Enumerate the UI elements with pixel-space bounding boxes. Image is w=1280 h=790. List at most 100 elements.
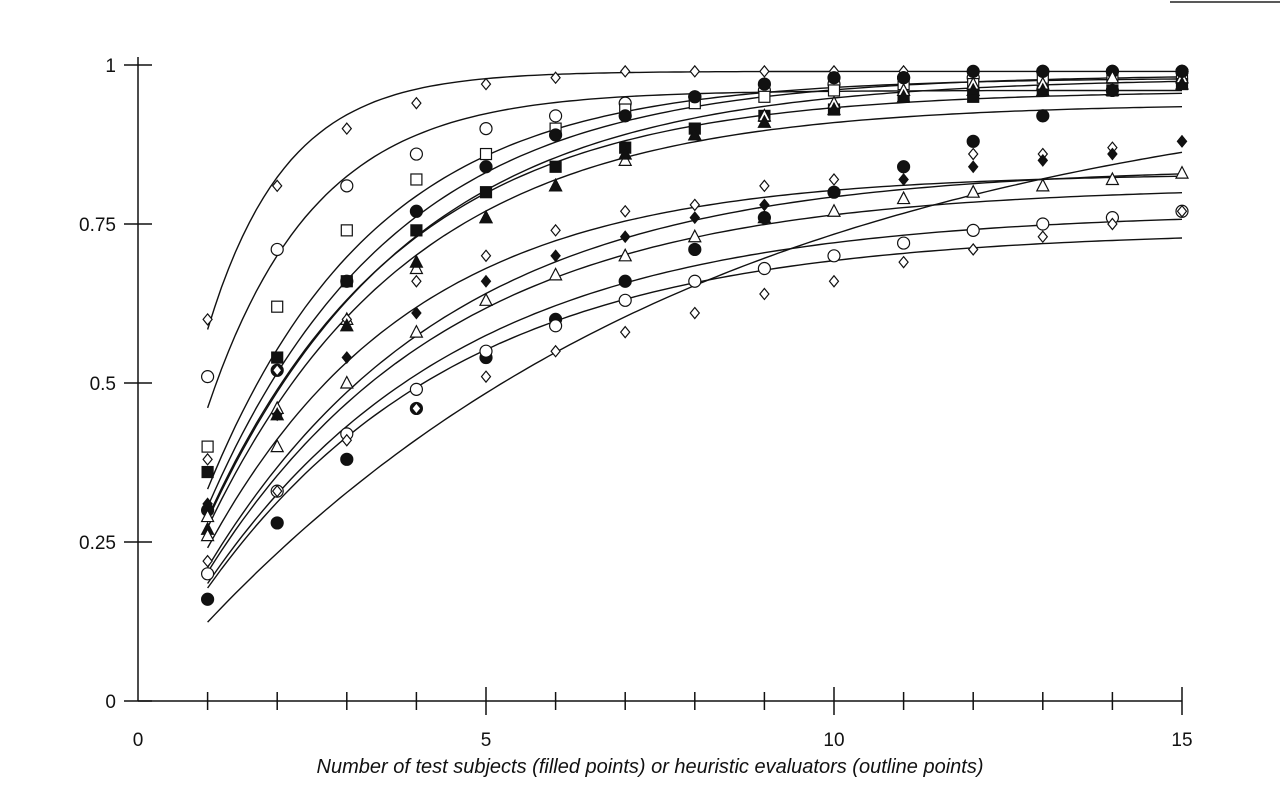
point-s13-1 [202, 554, 213, 568]
point-s5-8 [688, 90, 702, 104]
point-s11-15 [1175, 64, 1189, 78]
point-s5-6 [548, 128, 563, 142]
point-s13-11 [898, 255, 909, 269]
point-s7-7 [619, 204, 631, 218]
point-s8-3 [339, 317, 354, 332]
point-s11-9 [757, 211, 772, 225]
point-s8-12 [966, 82, 981, 97]
point-s10-5 [479, 292, 493, 306]
point-s5-13 [1036, 64, 1050, 78]
point-s13-9 [759, 287, 770, 301]
point-s12-13 [1036, 217, 1050, 231]
point-s8-11 [896, 89, 911, 103]
point-s5-3 [340, 274, 354, 288]
point-s2-4 [409, 147, 423, 161]
point-s5-11 [896, 71, 911, 85]
point-s1-3 [341, 122, 353, 136]
point-s8-9 [757, 114, 772, 128]
point-s1-1 [202, 312, 213, 326]
point-s1-4 [411, 96, 422, 110]
x-tick-label: 15 [1171, 730, 1192, 751]
point-s6-7 [618, 152, 633, 166]
point-s11-3 [340, 452, 354, 466]
point-s3-1 [201, 440, 214, 453]
point-s7-8 [689, 198, 701, 212]
point-s12-7 [618, 293, 632, 307]
point-s13-13 [1037, 230, 1049, 244]
fit-curve-6 [206, 80, 1183, 521]
point-s9-9 [759, 198, 770, 212]
point-s9-12 [967, 160, 979, 174]
point-s9-1 [202, 497, 213, 511]
point-s7-2 [271, 363, 283, 377]
y-tick-label: 0 [105, 692, 116, 713]
point-s9-13 [1037, 153, 1049, 167]
point-s10-3 [339, 375, 354, 389]
point-s11-8 [688, 242, 702, 257]
point-s11-13 [1036, 109, 1050, 123]
point-s11-11 [896, 160, 911, 174]
point-s10-2 [270, 438, 285, 453]
point-s10-6 [548, 267, 563, 281]
point-s7-1 [202, 452, 213, 466]
fit-curve-8 [206, 106, 1183, 528]
point-s13-5 [480, 370, 492, 384]
point-s11-12 [966, 134, 980, 148]
point-s12-12 [966, 223, 980, 237]
point-s4-2 [271, 351, 284, 364]
point-s1-2 [271, 179, 283, 193]
point-s13-10 [828, 274, 840, 288]
point-s10-13 [1035, 178, 1050, 192]
point-s10-12 [966, 184, 981, 198]
point-s1-8 [689, 64, 701, 78]
point-s3-5 [479, 147, 493, 161]
point-s13-8 [689, 306, 701, 320]
point-s6-4 [409, 260, 424, 275]
point-s5-5 [479, 160, 493, 174]
point-s2-5 [479, 122, 493, 136]
point-s13-15 [1176, 204, 1188, 218]
point-s8-13 [1035, 82, 1050, 97]
point-s8-5 [479, 209, 493, 224]
point-s13-3 [341, 433, 353, 447]
point-s12-8 [688, 274, 702, 288]
point-s9-5 [480, 274, 492, 288]
y-tick-label: 0.5 [90, 374, 116, 395]
point-s9-3 [341, 351, 353, 365]
point-s7-4 [411, 274, 422, 288]
point-s8-10 [827, 101, 841, 116]
point-s12-6 [548, 319, 563, 333]
point-s13-7 [619, 325, 631, 339]
point-s4-6 [549, 160, 562, 173]
point-s7-9 [759, 179, 770, 193]
point-s2-3 [340, 179, 354, 193]
point-s7-6 [550, 223, 561, 237]
point-s8-6 [548, 178, 563, 192]
point-s12-10 [827, 249, 841, 263]
point-s9-11 [898, 173, 909, 186]
y-tick-label: 1 [105, 56, 116, 77]
point-s12-9 [757, 261, 772, 276]
point-s5-10 [827, 71, 841, 85]
point-s9-4 [411, 306, 422, 320]
point-s5-7 [618, 109, 632, 123]
point-s11-1 [201, 592, 215, 606]
point-s9-15 [1176, 134, 1188, 148]
point-s13-12 [967, 242, 979, 256]
x-tick-label: 10 [823, 730, 844, 751]
point-s7-10 [828, 173, 840, 186]
point-s10-7 [618, 248, 633, 262]
fit-curve-13 [207, 237, 1183, 589]
point-s10-1 [200, 527, 215, 542]
point-s5-12 [966, 64, 980, 78]
point-s7-5 [480, 249, 492, 263]
point-s10-10 [827, 203, 841, 217]
point-s3-3 [340, 224, 353, 237]
point-s9-6 [550, 249, 561, 263]
point-s10-11 [896, 190, 911, 205]
point-s8-15 [1175, 76, 1189, 90]
point-s9-7 [619, 230, 631, 244]
point-s11-14 [1105, 83, 1120, 98]
point-s10-15 [1175, 165, 1189, 179]
